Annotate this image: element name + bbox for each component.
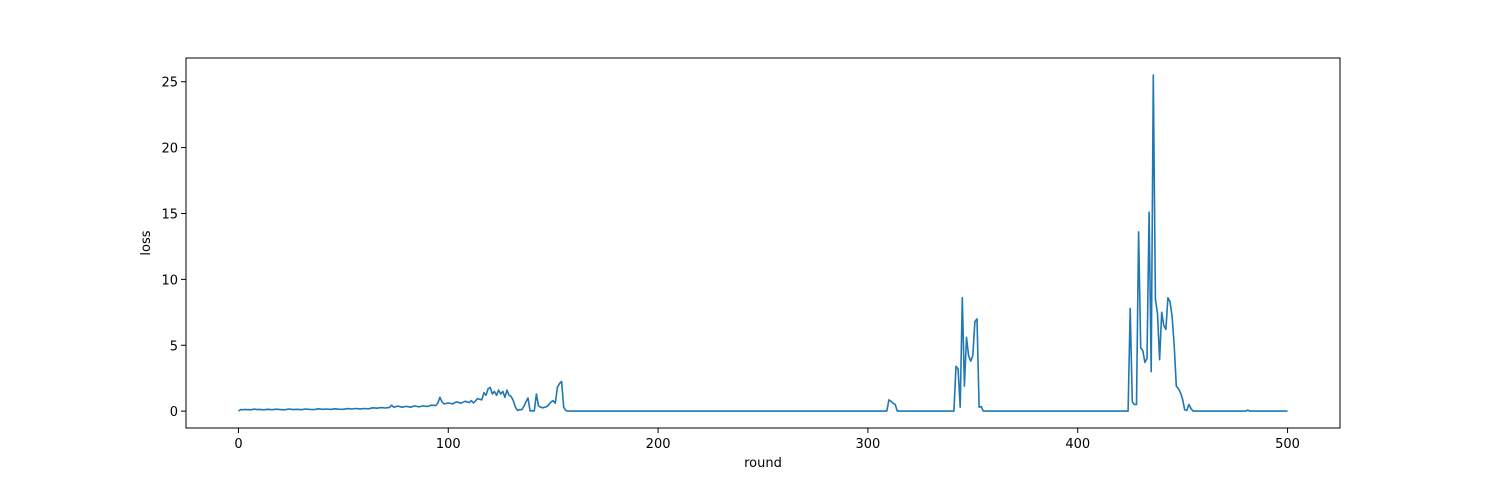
y-tick-label: 0 <box>170 405 178 420</box>
x-axis-label: round <box>744 456 782 471</box>
y-tick-label: 25 <box>161 76 178 91</box>
series-layer <box>238 74 1288 412</box>
y-axis-label: loss <box>139 230 154 255</box>
x-tick-label: 400 <box>1065 437 1090 452</box>
plot-frame <box>185 57 1341 429</box>
loss-series-line <box>238 74 1288 412</box>
y-axis-ticks: 0 5 10 15 20 25 <box>161 76 186 420</box>
x-tick-label: 200 <box>646 437 671 452</box>
x-tick-label: 100 <box>436 437 461 452</box>
y-tick-label: 20 <box>161 142 178 157</box>
y-tick-label: 15 <box>161 207 178 222</box>
x-tick-label: 0 <box>234 437 242 452</box>
plot-area <box>186 58 1340 428</box>
x-tick-label: 500 <box>1275 437 1300 452</box>
x-tick-label: 300 <box>855 437 880 452</box>
y-tick-label: 10 <box>161 273 178 288</box>
x-axis-ticks: 0 100 200 300 400 500 <box>234 428 1300 452</box>
y-tick-label: 5 <box>170 339 178 354</box>
